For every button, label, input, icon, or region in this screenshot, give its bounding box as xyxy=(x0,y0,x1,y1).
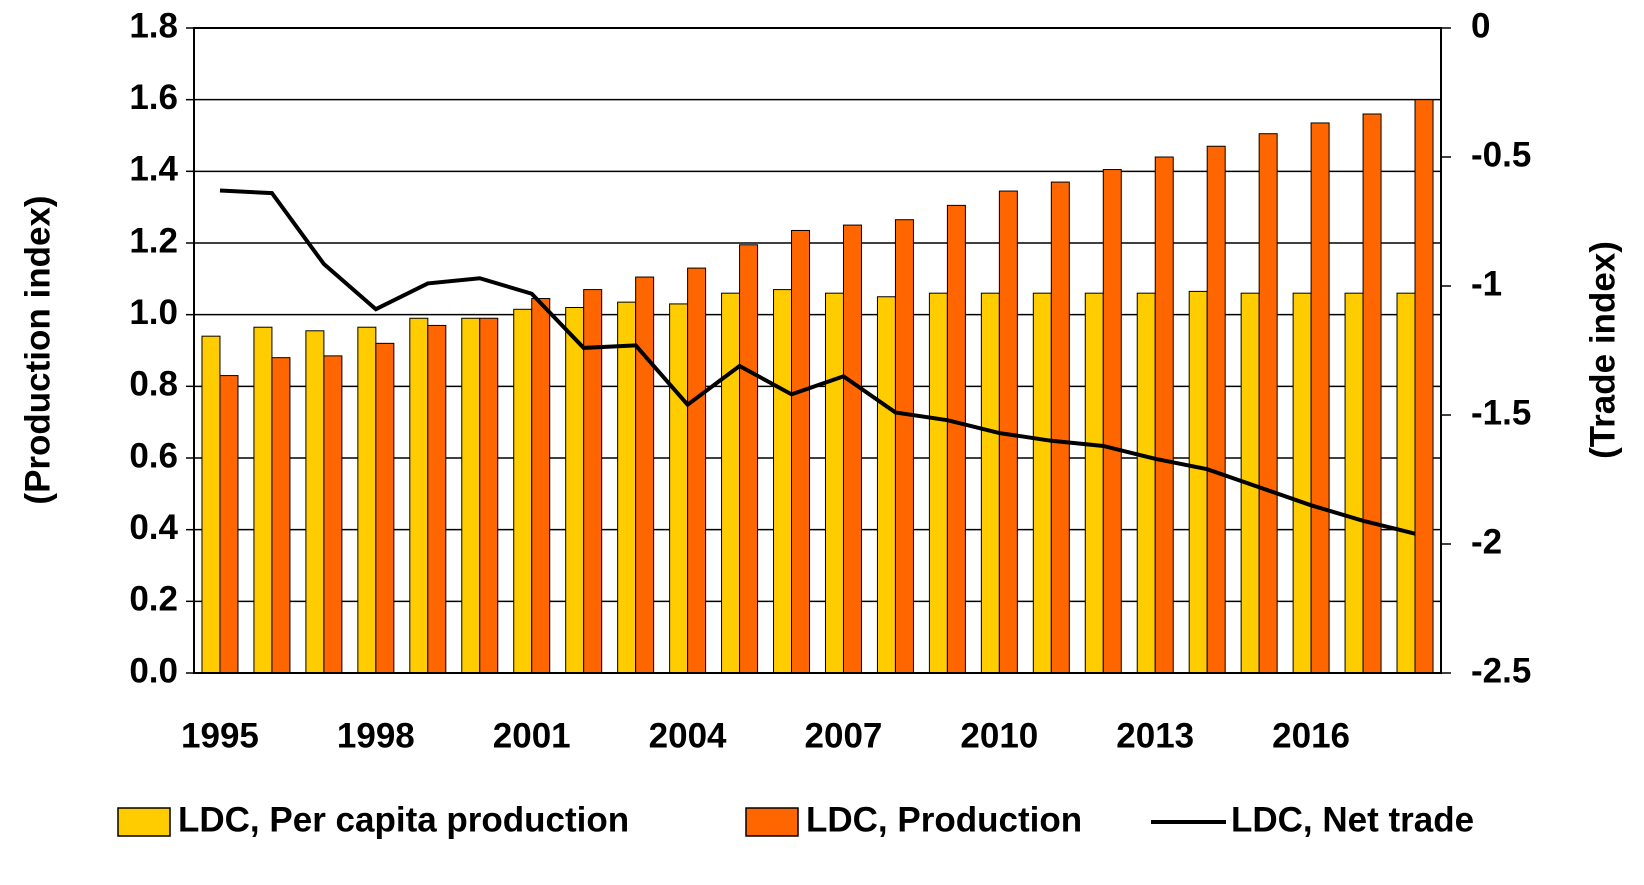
bar xyxy=(739,244,759,674)
y2-axis-label: (Trade index) xyxy=(1583,241,1622,459)
y2-tick-label: 0 xyxy=(1471,6,1490,45)
bar xyxy=(824,292,844,674)
bar xyxy=(1154,156,1174,674)
bar xyxy=(531,298,551,674)
bar xyxy=(479,317,499,674)
y2-tick-label: -2 xyxy=(1471,522,1502,561)
x-tick-label: 2007 xyxy=(805,716,883,755)
bar xyxy=(1136,292,1156,674)
bar xyxy=(1032,292,1052,674)
bar xyxy=(928,292,948,674)
bar xyxy=(409,317,429,674)
bar xyxy=(305,330,325,674)
bar xyxy=(669,303,689,674)
bar xyxy=(1050,181,1070,674)
bar xyxy=(946,204,966,674)
x-tick-label: 2010 xyxy=(960,716,1038,755)
bar xyxy=(1084,292,1104,674)
y2-tick-label: -0.5 xyxy=(1471,135,1531,174)
bar xyxy=(1258,133,1278,674)
y-tick-label: 1.0 xyxy=(129,293,178,332)
y-tick-label: 0.2 xyxy=(129,580,178,619)
bar xyxy=(375,342,395,674)
bar xyxy=(876,296,896,674)
bar xyxy=(201,335,221,674)
x-tick-label: 2004 xyxy=(649,716,727,755)
legend-label: LDC, Production xyxy=(806,800,1082,839)
bar xyxy=(721,292,741,674)
bar xyxy=(1414,99,1434,674)
trade-line xyxy=(219,188,1416,536)
bar xyxy=(1344,292,1364,674)
legend-swatch xyxy=(117,807,171,837)
bar xyxy=(461,317,481,674)
y-tick-label: 1.8 xyxy=(129,6,178,45)
bar xyxy=(1362,113,1382,674)
bar xyxy=(773,289,793,674)
y-tick-label: 0.0 xyxy=(129,651,178,690)
y-tick-label: 0.8 xyxy=(129,365,178,404)
x-tick-label: 2016 xyxy=(1272,716,1350,755)
bar xyxy=(513,308,533,674)
y-tick-label: 0.4 xyxy=(129,508,178,547)
bar xyxy=(357,326,377,674)
x-tick-label: 1998 xyxy=(337,716,415,755)
y-tick-label: 1.4 xyxy=(129,150,178,189)
y2-tick-label: -1.5 xyxy=(1471,393,1531,432)
y-tick-label: 0.6 xyxy=(129,436,178,475)
bar xyxy=(842,224,862,674)
bar xyxy=(323,355,343,674)
bar xyxy=(894,219,914,674)
bar xyxy=(1396,292,1416,674)
bar xyxy=(791,229,811,674)
y2-tick-label: -2.5 xyxy=(1471,651,1531,690)
legend-label: LDC, Net trade xyxy=(1231,800,1474,839)
y-tick-label: 1.6 xyxy=(129,78,178,117)
bar xyxy=(1188,290,1208,674)
bar xyxy=(1310,122,1330,674)
bar xyxy=(253,326,273,674)
bar xyxy=(1206,145,1226,674)
plot-frame xyxy=(193,27,1442,674)
bar xyxy=(687,267,707,674)
legend-label: LDC, Per capita production xyxy=(178,800,629,839)
bar xyxy=(1102,169,1122,674)
bar xyxy=(565,307,585,674)
y2-tick-label: -1 xyxy=(1471,264,1502,303)
bar xyxy=(617,301,637,674)
y-tick-label: 1.2 xyxy=(129,221,178,260)
bar xyxy=(635,276,655,674)
bar xyxy=(427,324,447,674)
bar xyxy=(271,357,291,674)
bar xyxy=(980,292,1000,674)
bar xyxy=(219,375,239,674)
y-axis-label: (Production index) xyxy=(18,195,57,504)
legend-swatch xyxy=(745,807,799,837)
x-tick-label: 2001 xyxy=(493,716,571,755)
x-tick-label: 1995 xyxy=(181,716,259,755)
bar xyxy=(1292,292,1312,674)
x-tick-label: 2013 xyxy=(1116,716,1194,755)
